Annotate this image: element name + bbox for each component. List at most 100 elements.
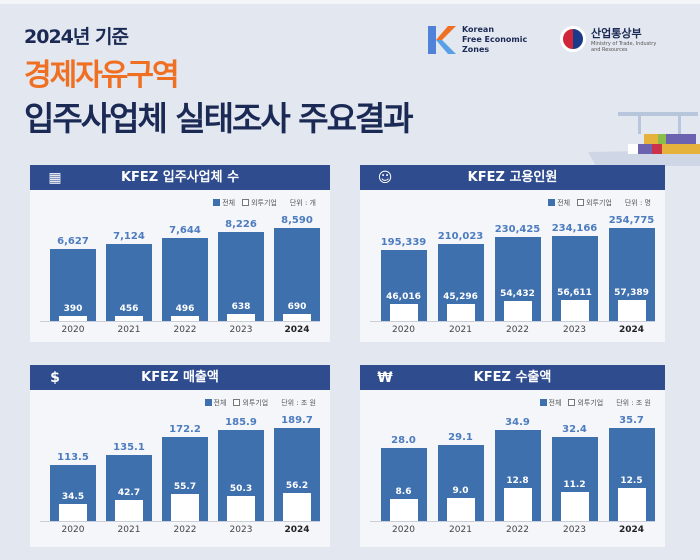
value-label-total: 185.9	[225, 416, 257, 428]
legend-foreign: 외투기업	[242, 198, 277, 208]
kfez-logo: Korean Free Economic Zones	[428, 25, 527, 55]
taeguk-icon	[560, 26, 586, 52]
legend-label: 외투기업	[242, 399, 269, 407]
bar-foreign	[446, 304, 475, 321]
ministry-en: Ministry of Trade, Industry	[591, 41, 657, 47]
chart-panel: ▦ KFEZ 입주사업체 수 전체 외투기업 단위 : 개 6,627 390 7,124…	[30, 165, 330, 342]
chart-title: KFEZ 고용인원	[467, 170, 558, 185]
x-tick-label: 2023	[229, 525, 253, 535]
chart-title-bar: ₩ KFEZ 수출액	[360, 365, 665, 390]
value-label-total: 172.2	[169, 423, 201, 435]
bar-foreign	[503, 487, 532, 521]
chart-title: KFEZ 입주사업체 수	[120, 170, 240, 185]
building-icon: ▦	[48, 170, 62, 186]
page-title: 입주사업체 실태조사 주요결과	[24, 99, 414, 138]
value-label-foreign: 496	[175, 303, 195, 314]
plot-area: 195,339 46,016 210,023 45,296 230,425 54,432 2…	[370, 210, 655, 322]
bar-foreign	[560, 300, 589, 321]
x-tick-label: 2020	[392, 325, 415, 335]
plot-area: 28.0 8.6 29.1 9.0 34.9 12.8 32.4 11.2 35.7 12.5	[370, 410, 655, 522]
x-tick-label: 2023	[563, 325, 586, 335]
bar-total	[50, 249, 96, 321]
value-label-total: 7,644	[169, 225, 201, 237]
bar-foreign	[389, 304, 418, 321]
bar-foreign	[617, 300, 646, 321]
x-tick-label: 2021	[117, 325, 141, 335]
legend: 전체 외투기업 단위 : 명	[548, 198, 651, 208]
x-tick-label: 2024	[618, 325, 645, 335]
unit-label: 단위 : 개	[289, 199, 316, 207]
subtitle: 2024년 기준	[24, 26, 129, 48]
people-icon: ☺	[377, 170, 393, 186]
logo-text: Zones	[462, 45, 490, 54]
chart-panel: ☺ KFEZ 고용인원 전체 외투기업 단위 : 명 195,339 46,016 210…	[360, 165, 665, 342]
value-label-total: 29.1	[448, 432, 473, 444]
value-label-total: 234,166	[551, 222, 598, 234]
chart-panel: ₩ KFEZ 수출액 전체 외투기업 단위 : 조 원 28.0 8.6 29.1 9.0 3…	[360, 365, 665, 547]
legend-total: 전체	[548, 198, 570, 208]
legend-foreign: 외투기업	[233, 398, 268, 408]
legend: 전체 외투기업 단위 : 조 원	[204, 398, 316, 408]
value-label-total: 7,124	[113, 230, 145, 242]
x-tick-label: 2024	[618, 525, 645, 535]
bar-foreign	[503, 301, 532, 321]
legend-label: 외투기업	[586, 199, 612, 207]
logo-text: Free Economic	[462, 35, 528, 44]
value-label-foreign: 11.2	[563, 479, 586, 490]
ministry-en: and Resources	[591, 47, 628, 53]
bar-foreign	[115, 316, 143, 321]
value-label-foreign: 456	[119, 304, 139, 314]
chart-title-bar: $ KFEZ 매출액	[30, 365, 330, 390]
value-label-total: 6,627	[57, 236, 89, 248]
value-label-foreign: 34.5	[61, 492, 85, 503]
x-tick-label: 2020	[392, 525, 415, 535]
value-label-foreign: 45,296	[443, 292, 478, 303]
x-tick-label: 2020	[61, 525, 85, 535]
bar-foreign	[389, 498, 418, 521]
legend-total: 전체	[539, 398, 561, 408]
bar-foreign	[227, 496, 255, 521]
bar-foreign	[617, 488, 646, 521]
bar-foreign	[227, 314, 255, 321]
unit-label: 단위 : 조 원	[616, 399, 651, 407]
legend: 전체 외투기업 단위 : 개	[213, 198, 316, 208]
x-tick-label: 2023	[229, 325, 253, 335]
x-tick-label: 2023	[563, 525, 586, 535]
value-label-total: 230,425	[494, 223, 541, 235]
value-label-total: 254,775	[608, 215, 655, 226]
value-label-foreign: 638	[231, 302, 251, 313]
value-label-foreign: 57,389	[614, 288, 649, 299]
chart-title: KFEZ 수출액	[473, 370, 552, 385]
x-tick-label: 2022	[506, 325, 529, 335]
x-tick-label: 2024	[284, 525, 310, 535]
chart-title-bar: ☺ KFEZ 고용인원	[360, 165, 665, 190]
value-label-foreign: 42.7	[117, 488, 141, 499]
value-label-total: 135.1	[113, 441, 145, 453]
chart-title: KFEZ 매출액	[141, 370, 219, 385]
value-label-foreign: 46,016	[386, 292, 421, 303]
ministry-name: 산업통상부	[591, 27, 642, 40]
legend-foreign: 외투기업	[568, 398, 603, 408]
logo-text: Korean	[462, 25, 495, 34]
bar-total	[106, 243, 152, 321]
value-label-total: 32.4	[562, 423, 587, 435]
bar-foreign	[171, 315, 199, 321]
ministry-logo: 산업통상부 Ministry of Trade, Industry and Re…	[560, 25, 656, 53]
chart-panel: $ KFEZ 매출액 전체 외투기업 단위 : 조 원 113.5 34.5 135.1 4…	[30, 365, 330, 547]
value-label-total: 8,590	[281, 215, 313, 226]
x-tick-label: 2024	[284, 325, 310, 335]
bar-total	[162, 238, 208, 321]
value-label-foreign: 12.8	[506, 475, 529, 486]
x-tick-label: 2021	[449, 525, 472, 535]
k-logo-icon	[428, 26, 456, 54]
bar-foreign	[115, 500, 143, 521]
title-orange: 경제자유구역	[24, 58, 180, 93]
value-label-total: 195,339	[380, 236, 427, 248]
value-label-foreign: 690	[287, 301, 307, 312]
value-label-foreign: 8.6	[395, 486, 412, 497]
value-label-total: 189.7	[281, 415, 313, 426]
x-tick-label: 2021	[449, 325, 472, 335]
value-label-foreign: 56.2	[285, 481, 309, 492]
value-label-total: 8,226	[225, 218, 257, 230]
legend-label: 외투기업	[251, 199, 277, 207]
